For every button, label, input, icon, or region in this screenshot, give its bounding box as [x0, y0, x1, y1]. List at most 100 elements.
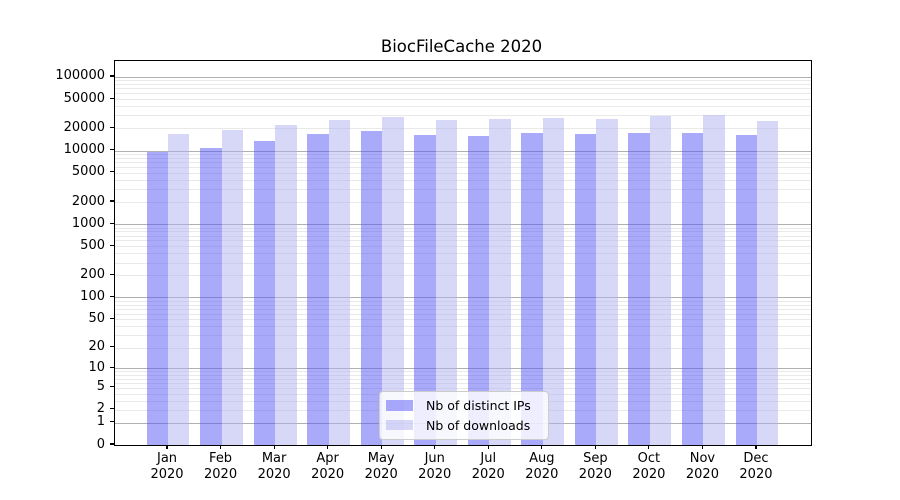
bar-nb-of-downloads-jun — [435, 120, 458, 445]
gridline-minor — [114, 347, 811, 349]
x-axis-tick — [166, 445, 168, 450]
gridline-minor — [114, 189, 811, 191]
legend: Nb of distinct IPs Nb of downloads — [379, 391, 549, 440]
x-axis-tick — [327, 445, 329, 450]
gridline-major — [114, 368, 811, 370]
bar-nb-of-downloads-mar — [275, 125, 297, 445]
bar-nb-of-distinct-ips-jul — [467, 135, 490, 445]
bar-nb-of-downloads-jan — [168, 133, 190, 445]
y-tick-label: 20 — [88, 339, 105, 355]
x-axis-tick — [434, 445, 436, 450]
x-axis-tick — [648, 445, 650, 450]
bar-nb-of-distinct-ips-oct — [628, 132, 650, 445]
bar-nb-of-downloads-jul — [489, 119, 511, 445]
bar-nb-of-downloads-apr — [328, 120, 351, 445]
bar-nb-of-distinct-ips-feb — [200, 147, 222, 445]
y-axis-tick — [109, 443, 114, 445]
gridline-minor — [114, 319, 811, 321]
x-axis-tick — [701, 445, 703, 450]
gridline-minor — [114, 387, 811, 389]
legend-item-distinct-ips: Nb of distinct IPs — [386, 398, 540, 413]
x-tick-label-jun: Jun 2020 — [418, 451, 452, 482]
y-tick-label: 5000 — [71, 164, 105, 180]
x-axis-tick — [541, 445, 543, 450]
gridline-minor — [114, 172, 811, 174]
gridline-minor — [114, 371, 811, 373]
x-tick-label-nov: Nov 2020 — [685, 451, 719, 482]
bar-nb-of-downloads-oct — [649, 116, 672, 445]
y-axis-tick — [109, 317, 114, 319]
x-tick-label-jul: Jul 2020 — [471, 451, 505, 482]
gridline-minor — [114, 253, 811, 255]
bar-nb-of-distinct-ips-aug — [521, 132, 543, 445]
bar-nb-of-downloads-feb — [221, 130, 243, 445]
y-tick-label: 100000 — [55, 68, 105, 84]
y-tick-label: 500 — [80, 237, 105, 253]
gridline-minor — [114, 128, 811, 130]
legend-label-downloads: Nb of downloads — [426, 417, 531, 433]
gridline-major — [114, 297, 811, 299]
x-axis-tick — [487, 445, 489, 450]
bar-nb-of-distinct-ips-apr — [307, 134, 329, 445]
y-axis-tick — [109, 200, 114, 202]
gridline-minor — [114, 262, 811, 264]
gridline-minor — [114, 246, 811, 248]
gridline-minor — [114, 202, 811, 204]
gridline-minor — [114, 166, 811, 168]
gridline-minor — [114, 161, 811, 163]
y-axis-tick — [109, 171, 114, 173]
bar-nb-of-distinct-ips-dec — [735, 135, 757, 445]
x-tick-label-aug: Aug 2020 — [525, 451, 559, 482]
gridline-minor — [114, 382, 811, 384]
bar-nb-of-downloads-aug — [542, 118, 565, 445]
y-axis-tick — [109, 75, 114, 77]
y-axis-tick — [109, 126, 114, 129]
y-tick-label: 1000 — [71, 215, 105, 231]
y-axis-tick — [109, 386, 114, 388]
y-axis-tick — [109, 148, 114, 151]
y-axis-tick — [109, 408, 114, 410]
gridline-minor — [114, 240, 811, 242]
gridline-minor — [114, 326, 811, 328]
plot-area — [113, 59, 812, 446]
gridline-minor — [114, 308, 811, 310]
bar-nb-of-distinct-ips-mar — [253, 141, 276, 445]
x-tick-label-mar: Mar 2020 — [257, 451, 291, 482]
x-tick-label-apr: Apr 2020 — [311, 451, 345, 482]
gridline-minor — [114, 153, 811, 155]
gridline-minor — [114, 93, 811, 95]
y-axis-tick — [109, 421, 114, 423]
gridline-minor — [114, 300, 811, 302]
y-axis-tick — [109, 244, 114, 246]
y-tick-label: 2000 — [71, 193, 105, 209]
y-axis-tick — [109, 346, 114, 348]
y-axis-tick — [109, 366, 114, 368]
gridline-minor — [114, 99, 811, 101]
y-tick-label: 10 — [88, 359, 105, 375]
bar-nb-of-downloads-nov — [703, 114, 725, 445]
bar-nb-of-downloads-dec — [756, 120, 779, 445]
y-tick-label: 10000 — [63, 142, 105, 158]
x-axis-tick — [219, 445, 222, 450]
x-axis-tick — [380, 445, 382, 450]
bar-nb-of-distinct-ips-may — [360, 130, 383, 445]
gridline-minor — [114, 115, 811, 117]
y-axis-tick — [109, 97, 114, 99]
bar-nb-of-distinct-ips-sep — [574, 133, 597, 445]
bar-nb-of-distinct-ips-nov — [682, 132, 704, 445]
gridline-minor — [114, 157, 811, 159]
gridline-minor — [114, 106, 811, 108]
x-tick-label-jan: Jan 2020 — [150, 451, 184, 482]
x-tick-label-oct: Oct 2020 — [632, 451, 666, 482]
x-tick-label-may: May 2020 — [364, 451, 398, 482]
y-tick-label: 200 — [80, 266, 105, 282]
legend-swatch-downloads — [386, 419, 413, 431]
legend-item-downloads: Nb of downloads — [386, 418, 540, 433]
gridline-major — [114, 224, 811, 226]
gridline-minor — [114, 335, 811, 337]
chart-title: BiocFileCache 2020 — [380, 37, 543, 56]
legend-swatch-distinct-ips — [386, 400, 413, 411]
bar-nb-of-distinct-ips-jan — [146, 151, 169, 445]
gridline-minor — [114, 374, 811, 376]
y-tick-label: 1 — [96, 414, 105, 430]
